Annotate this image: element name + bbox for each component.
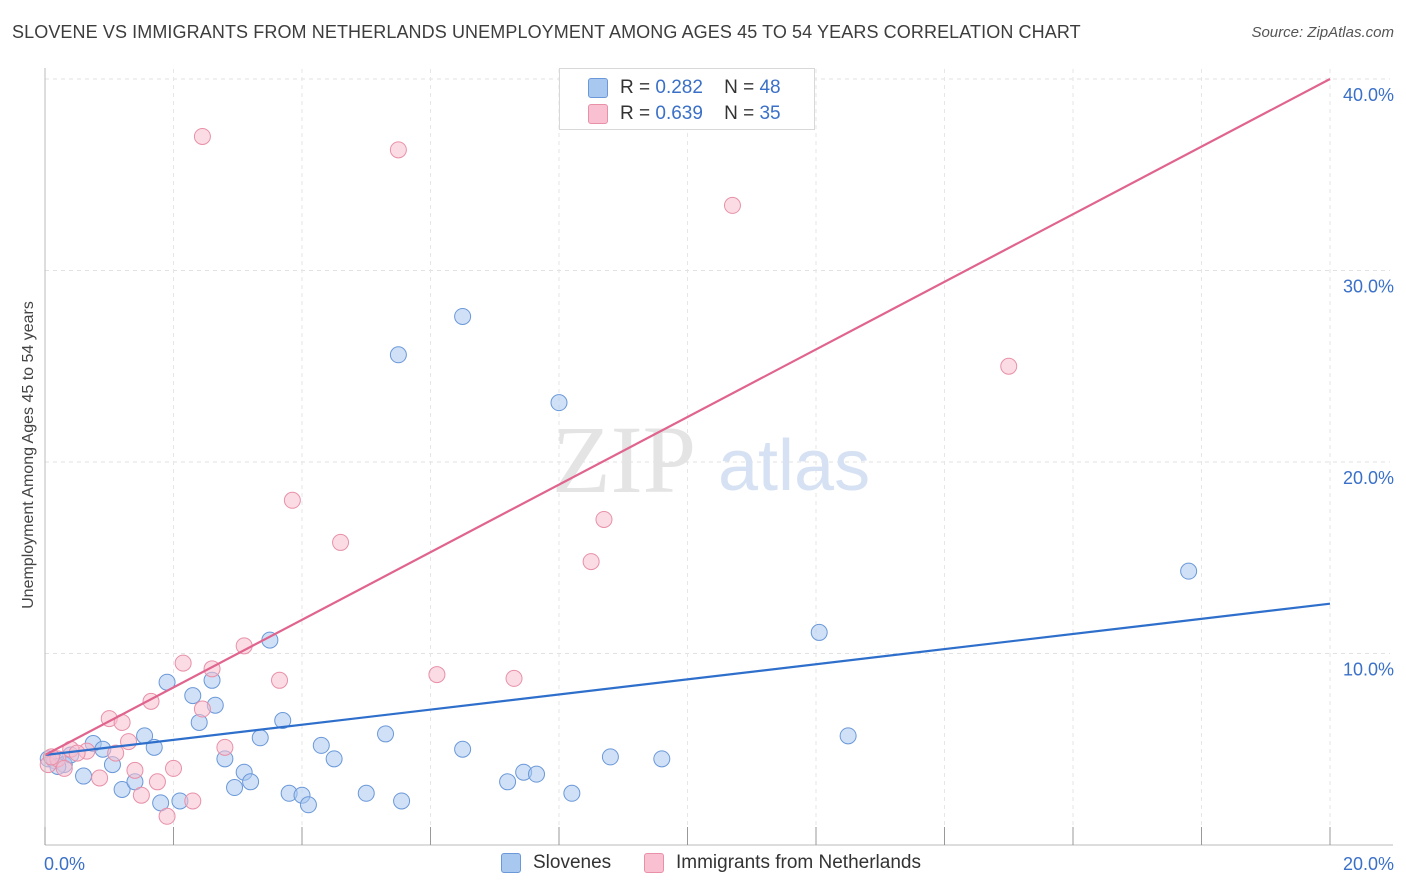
slovenes-point (251, 729, 269, 747)
netherlands-point (184, 792, 202, 810)
legend-r-value: 0.639 (655, 103, 703, 124)
slovenes-point (839, 727, 857, 745)
slovenes-point (389, 346, 407, 364)
netherlands-point (174, 654, 192, 672)
netherlands-point (1000, 357, 1018, 375)
watermark-atlas: atlas (718, 426, 870, 506)
source-label: Source: ZipAtlas.com (1251, 24, 1394, 41)
slovenes-point (528, 765, 546, 783)
netherlands-point (193, 700, 211, 718)
netherlands-point (582, 553, 600, 571)
slovenes-point (454, 740, 472, 758)
y-tick-label: 20.0% (1343, 468, 1394, 488)
netherlands-point (723, 196, 741, 214)
legend-swatch-netherlands (588, 104, 608, 124)
legend-r-label: R = (620, 77, 651, 98)
netherlands-point (271, 671, 289, 689)
netherlands-point (148, 773, 166, 791)
slovenes-point (274, 712, 292, 730)
legend-swatch-slovenes (588, 78, 608, 98)
slovenes-point (653, 750, 671, 768)
netherlands-point (132, 786, 150, 804)
slovenes-point (299, 796, 317, 814)
netherlands-point (428, 666, 446, 684)
slovenes-trend-line (44, 602, 1331, 757)
slovenes-point (377, 725, 395, 743)
legend-r-label: R = (620, 103, 651, 124)
slovenes-point (226, 779, 244, 797)
slovenes-point (1180, 562, 1198, 580)
slovenes-point (393, 792, 411, 810)
slovenes-point (563, 784, 581, 802)
netherlands-trend-line (44, 78, 1331, 756)
slovenes-point (312, 736, 330, 754)
y-tick-label: 10.0% (1343, 660, 1394, 680)
slovenes-point (242, 773, 260, 791)
watermark-zip: ZIP (552, 406, 696, 513)
watermark: ZIP atlas (552, 406, 870, 513)
netherlands-point (332, 533, 350, 551)
legend-r-value: 0.282 (655, 77, 703, 98)
bottom-legend-swatch-slovenes (501, 853, 521, 873)
slovenes-point (75, 767, 93, 785)
netherlands-point (193, 127, 211, 145)
netherlands-point (158, 807, 176, 825)
netherlands-point (283, 491, 301, 509)
netherlands-point (595, 510, 613, 528)
netherlands-point (216, 738, 234, 756)
netherlands-point (68, 744, 86, 762)
y-tick-label: 40.0% (1343, 85, 1394, 105)
slovenes-point (601, 748, 619, 766)
netherlands-point (389, 141, 407, 159)
grid-layer (45, 69, 1390, 845)
netherlands-point (165, 759, 182, 777)
netherlands-point (120, 733, 138, 751)
netherlands-point (505, 669, 523, 687)
legend-n-label: N = (724, 103, 755, 124)
bottom-legend-label-slovenes: Slovenes (533, 852, 612, 873)
netherlands-point (55, 759, 73, 777)
slovenes-point (550, 394, 568, 412)
trend-layer (44, 78, 1331, 757)
slovenes-point (499, 773, 517, 791)
bottom-legend-label-netherlands: Immigrants from Netherlands (676, 852, 921, 873)
legend-n-value: 48 (759, 77, 781, 98)
slovenes-point (357, 784, 375, 802)
slovenes-point (325, 750, 343, 768)
slovenes-point (113, 780, 131, 798)
x-tick-label: 0.0% (44, 854, 85, 874)
slovenes-point (810, 623, 828, 641)
bottom-legend-swatch-netherlands (644, 853, 664, 873)
axis-layer: 10.0% 20.0% 30.0% 40.0% 0.0% 20.0% (44, 68, 1394, 874)
x-tick-label: 20.0% (1343, 854, 1394, 874)
stats-legend: R = 0.282 N = 48 R = 0.639 N = 35 (559, 68, 815, 130)
netherlands-point (126, 761, 144, 779)
netherlands-point (107, 744, 125, 762)
legend-n-value: 35 (759, 103, 781, 124)
netherlands-point (91, 769, 109, 787)
slovenes-point (454, 307, 472, 325)
slovenes-point (184, 687, 202, 705)
chart-title: SLOVENE VS IMMIGRANTS FROM NETHERLANDS U… (12, 22, 1081, 42)
legend-n-label: N = (724, 77, 755, 98)
y-tick-label: 30.0% (1343, 277, 1394, 297)
